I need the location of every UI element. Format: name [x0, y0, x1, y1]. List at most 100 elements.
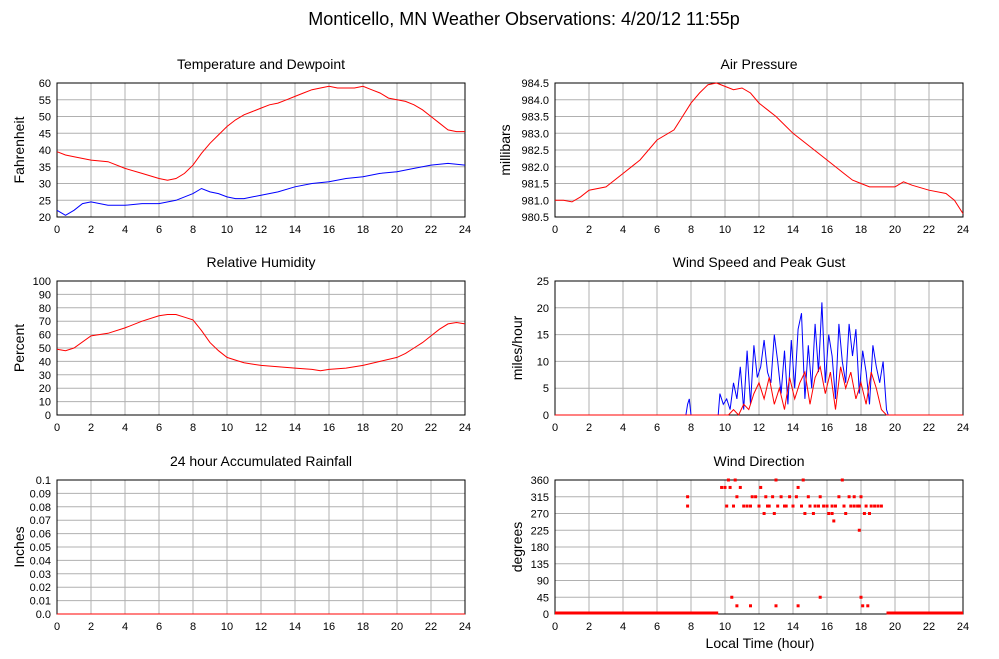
- data-point: [774, 478, 778, 482]
- y-tick-label: 982.0: [521, 162, 549, 174]
- x-tick-label: 10: [221, 621, 233, 633]
- data-point: [879, 504, 883, 508]
- x-tick-label: 4: [620, 224, 626, 236]
- x-tick-label: 12: [753, 422, 765, 434]
- chart-title: Relative Humidity: [207, 254, 316, 270]
- y-tick-label: 981.5: [521, 179, 549, 191]
- x-tick-label: 18: [357, 422, 369, 434]
- x-tick-label: 2: [586, 621, 592, 633]
- y-tick-label: 0.09: [30, 488, 51, 500]
- data-point: [771, 495, 775, 499]
- x-tick-label: 22: [425, 224, 437, 236]
- x-tick-label: 24: [957, 422, 969, 434]
- y-tick-label: 50: [39, 343, 51, 355]
- chart-title: Temperature and Dewpoint: [177, 56, 345, 72]
- data-point: [735, 604, 739, 608]
- x-tick-label: 24: [459, 621, 471, 633]
- x-tick-label: 14: [787, 621, 799, 633]
- data-point: [803, 512, 807, 515]
- y-tick-label: 981.0: [521, 195, 549, 207]
- y-axis-label: Percent: [11, 324, 27, 372]
- data-point: [876, 504, 880, 508]
- data-point: [776, 504, 780, 508]
- x-tick-label: 22: [923, 224, 935, 236]
- y-tick-label: 0.03: [30, 569, 51, 581]
- data-point: [837, 495, 841, 499]
- x-tick-label: 20: [391, 621, 403, 633]
- data-point: [783, 504, 786, 508]
- chart-title: Wind Speed and Peak Gust: [673, 254, 846, 270]
- y-tick-label: 180: [531, 542, 549, 554]
- x-tick-label: 18: [855, 621, 867, 633]
- x-axis-label: Local Time (hour): [706, 635, 815, 651]
- data-point: [732, 504, 735, 508]
- y-tick-label: 0.04: [30, 555, 51, 567]
- x-tick-label: 6: [654, 621, 660, 633]
- y-tick-label: 0.05: [30, 542, 51, 554]
- x-tick-label: 16: [323, 621, 335, 633]
- data-point: [840, 478, 844, 482]
- x-tick-label: 16: [323, 224, 335, 236]
- data-point: [738, 485, 742, 489]
- data-point: [873, 504, 877, 508]
- data-point: [827, 512, 831, 515]
- x-tick-label: 16: [821, 224, 833, 236]
- y-tick-label: 30: [39, 370, 51, 382]
- y-tick-label: 30: [39, 179, 51, 191]
- x-tick-label: 0: [552, 422, 558, 434]
- data-point: [825, 504, 829, 508]
- y-tick-label: 0: [45, 410, 51, 422]
- x-tick-label: 8: [190, 621, 196, 633]
- data-point: [735, 495, 739, 499]
- y-tick-label: 20: [39, 383, 51, 395]
- data-point: [800, 504, 803, 508]
- y-tick-label: 225: [531, 525, 549, 537]
- y-tick-label: 360: [531, 475, 549, 487]
- y-tick-label: 35: [39, 162, 51, 174]
- x-tick-label: 10: [719, 422, 731, 434]
- data-point: [796, 485, 800, 489]
- y-tick-label: 0.0: [36, 609, 51, 621]
- x-tick-label: 6: [654, 422, 660, 434]
- y-tick-label: 984.5: [521, 78, 549, 90]
- data-point: [832, 519, 836, 523]
- y-tick-label: 10: [39, 397, 51, 409]
- data-point: [844, 512, 848, 515]
- y-tick-label: 980.5: [521, 212, 549, 224]
- data-point: [766, 504, 769, 508]
- x-tick-label: 10: [221, 422, 233, 434]
- data-point: [862, 512, 866, 515]
- page-title: Monticello, MN Weather Observations: 4/2…: [308, 9, 740, 29]
- x-tick-label: 6: [156, 621, 162, 633]
- data-point: [757, 504, 761, 508]
- data-point: [806, 495, 810, 499]
- x-tick-label: 4: [620, 621, 626, 633]
- y-tick-label: 55: [39, 95, 51, 107]
- x-tick-label: 16: [323, 422, 335, 434]
- y-tick-label: 45: [537, 592, 549, 604]
- x-tick-label: 2: [586, 422, 592, 434]
- x-tick-label: 20: [391, 224, 403, 236]
- x-tick-label: 14: [787, 422, 799, 434]
- data-point: [808, 504, 812, 508]
- x-tick-label: 2: [586, 224, 592, 236]
- data-point: [754, 495, 758, 499]
- data-point: [784, 504, 788, 508]
- x-tick-label: 22: [923, 422, 935, 434]
- plot-frame: [56, 280, 466, 416]
- data-point: [817, 504, 820, 508]
- data-point: [857, 528, 861, 532]
- data-point: [749, 604, 752, 608]
- data-point: [866, 604, 870, 608]
- x-tick-label: 4: [122, 621, 128, 633]
- y-tick-label: 0: [543, 410, 549, 422]
- y-tick-label: 983.0: [521, 128, 549, 140]
- x-tick-label: 6: [156, 224, 162, 236]
- y-tick-label: 90: [537, 576, 549, 588]
- x-tick-label: 14: [289, 621, 301, 633]
- x-tick-label: 18: [357, 224, 369, 236]
- data-point: [728, 485, 732, 489]
